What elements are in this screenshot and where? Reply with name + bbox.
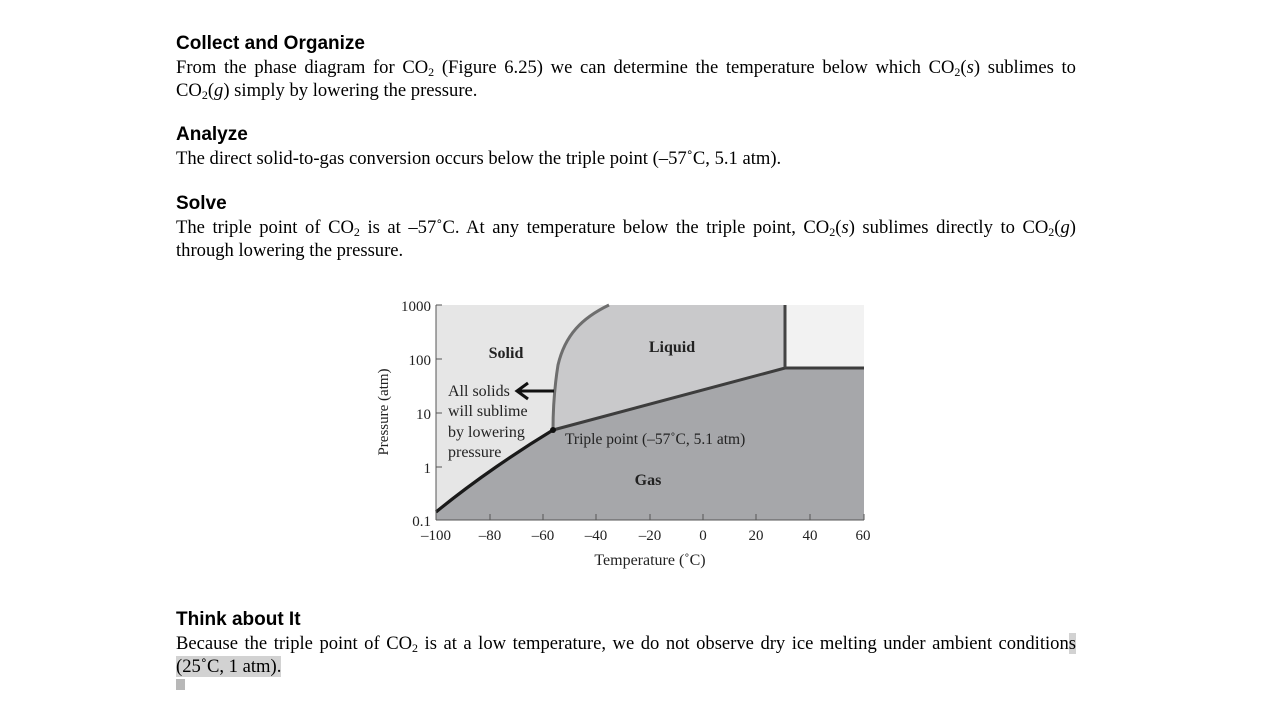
y-tick-10: 10: [416, 407, 431, 423]
paragraph-solve: The triple point of CO2 is at –57˚C. At …: [176, 217, 1076, 261]
gas-region: [436, 368, 864, 520]
supercritical-region: [785, 305, 864, 368]
x-tick-0: 0: [699, 528, 707, 544]
x-tick-minus-100: –100: [420, 528, 451, 544]
x-tick-minus-60: –60: [531, 528, 555, 544]
heading-think-about-it: Think about It: [176, 609, 301, 630]
note-line-2: will sublime: [448, 403, 528, 420]
y-tick-0-1: 0.1: [412, 514, 431, 530]
paragraph-think: Because the triple point of CO2 is at a …: [176, 633, 1076, 677]
y-tick-100: 100: [409, 353, 432, 369]
paragraph-mark: [176, 679, 185, 690]
triple-point-label: Triple point (–57˚C, 5.1 atm): [565, 431, 745, 448]
label-liquid: Liquid: [649, 339, 695, 356]
x-tick-40: 40: [803, 528, 818, 544]
triple-point-marker: [550, 427, 556, 433]
y-axis-title: Pressure (atm): [376, 368, 392, 455]
label-solid: Solid: [489, 345, 524, 362]
y-tick-marks: [436, 304, 442, 468]
label-gas: Gas: [635, 472, 662, 489]
paragraph-collect: From the phase diagram for CO2 (Figure 6…: [176, 57, 1076, 102]
heading-analyze: Analyze: [176, 124, 248, 145]
note-line-4: pressure: [448, 444, 501, 461]
x-tick-marks: [489, 514, 865, 520]
x-tick-60: 60: [856, 528, 871, 544]
arrow-icon: [514, 381, 554, 401]
x-axis-title: Temperature (˚C): [594, 552, 705, 569]
y-tick-1000: 1000: [401, 299, 431, 315]
heading-solve: Solve: [176, 193, 227, 214]
note-line-1: All solids: [448, 383, 510, 400]
liquid-region: [553, 305, 785, 430]
sublimation-curve: [434, 428, 554, 514]
paragraph-analyze: The direct solid-to-gas conversion occur…: [176, 148, 782, 169]
x-tick-20: 20: [749, 528, 764, 544]
x-tick-minus-40: –40: [584, 528, 608, 544]
x-tick-minus-20: –20: [638, 528, 662, 544]
co2-phase-diagram: 1000 100 10 1 0.1 –100 –80 –60 –40 –20 0…: [376, 299, 871, 569]
note-line-3: by lowering: [448, 424, 525, 441]
x-tick-minus-80: –80: [478, 528, 502, 544]
heading-collect-and-organize: Collect and Organize: [176, 33, 365, 54]
y-tick-1: 1: [424, 461, 432, 477]
melting-curve: [551, 303, 610, 431]
